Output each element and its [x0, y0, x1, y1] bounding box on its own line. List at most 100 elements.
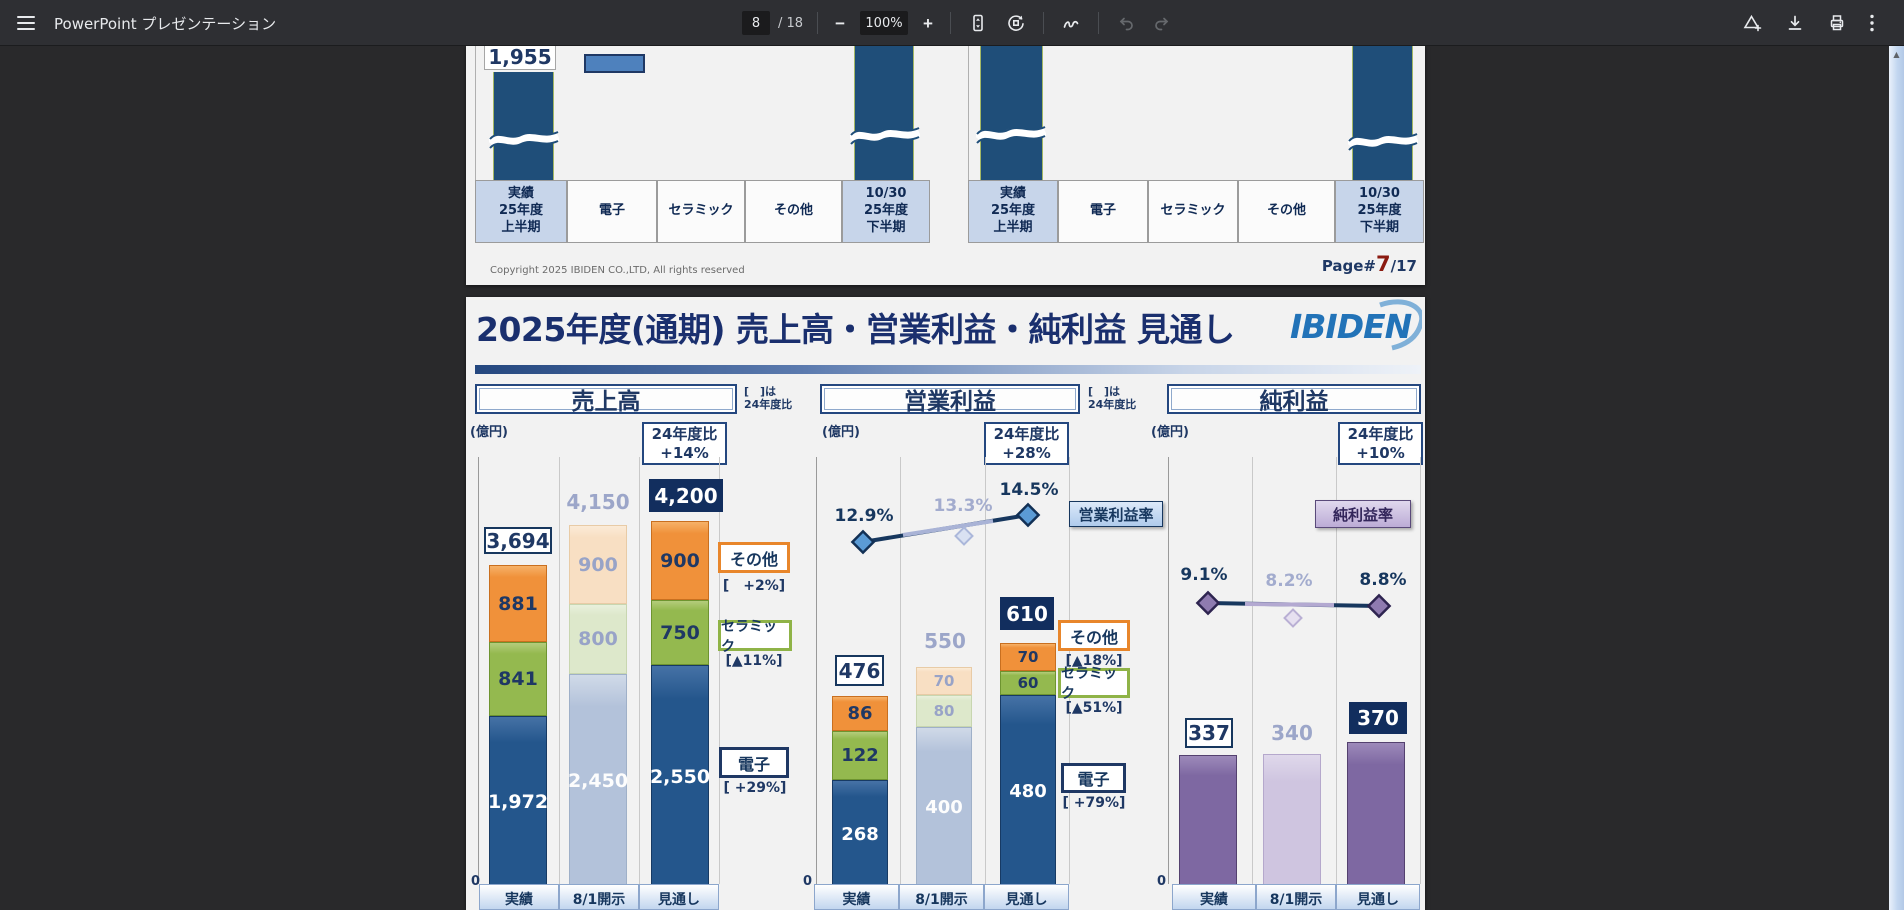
annotation-other: その他 — [718, 542, 790, 573]
annotation-ceramics-change: [▲51%] — [1065, 700, 1123, 716]
bar-segment-other: 900 — [569, 525, 627, 604]
bar-segment-ceramics: 800 — [569, 604, 627, 674]
y-axis-line — [816, 457, 817, 884]
bar-segment-electronics: 2,550 — [650, 665, 710, 888]
waterfall-value-label: 1,955 — [484, 46, 556, 70]
toolbar-divider — [1097, 12, 1099, 34]
waterfall-bar — [1352, 46, 1413, 180]
undo-icon — [1119, 17, 1133, 31]
bar-segment-other: 70 — [1000, 643, 1056, 671]
bar-total-label: 610 — [1000, 597, 1054, 630]
annotation-electronics-change: [ +29%] — [723, 780, 787, 796]
zoom-out-button[interactable]: − — [832, 12, 848, 35]
waterfall-bar — [854, 46, 914, 180]
category-cell: セラミック — [657, 180, 745, 243]
x-label-cell: 見通し — [639, 884, 719, 910]
op-rate-label: 13.3% — [933, 496, 993, 516]
page-number-input[interactable]: 8 — [742, 11, 770, 35]
page-footer-prefix: Page# — [1321, 257, 1377, 275]
y-axis-line — [1168, 457, 1169, 884]
undo-button[interactable] — [1113, 10, 1139, 36]
rotate-button[interactable] — [1003, 10, 1029, 36]
rotate-icon — [1008, 15, 1024, 31]
gridline — [985, 457, 986, 884]
bar-segment-other: 881 — [489, 565, 547, 642]
bar-segment-electronics: 400 — [916, 727, 972, 888]
yoy-box-net: 24年度比 +10% — [1338, 422, 1423, 465]
redo-button[interactable] — [1149, 10, 1175, 36]
x-label-cell: 見通し — [1336, 884, 1420, 910]
toolbar-divider — [817, 12, 819, 34]
annotation-other-change: [▲18%] — [1065, 653, 1123, 669]
annotation-ceramics-change: [▲11%] — [725, 653, 783, 669]
net-rate-legend: 純利益率 — [1315, 500, 1411, 528]
bar-total-label: 3,694 — [484, 527, 552, 554]
category-cell: セラミック — [1148, 180, 1238, 243]
bar-break-wave — [976, 126, 1046, 144]
pen-squiggle-icon — [1063, 20, 1079, 28]
ibiden-logo: IBIDEN — [1288, 298, 1425, 352]
print-button[interactable] — [1824, 10, 1850, 36]
category-cell: 10/30 25年度 下半期 — [1335, 180, 1424, 243]
category-cell: その他 — [1238, 180, 1335, 243]
bar-segment-ceramics: 80 — [916, 695, 972, 727]
note-vs-fy24: [ ]は 24年度比 — [744, 385, 793, 411]
bar-total-label: 4,150 — [566, 490, 630, 514]
hamburger-icon — [17, 16, 35, 30]
page-footer-suffix: /17 — [1390, 257, 1417, 275]
x-label-cell: 見通し — [984, 884, 1069, 910]
toolbar: PowerPoint プレゼンテーション 8 / 18 − 100% + — [0, 0, 1904, 46]
redo-icon — [1155, 17, 1169, 31]
waterfall-bar — [493, 72, 554, 180]
op-rate-label: 14.5% — [999, 480, 1059, 500]
annotation-ceramics: セラミック — [718, 619, 792, 655]
axis-zero: 0 — [1156, 874, 1166, 889]
section-header-op: 営業利益 — [820, 384, 1080, 415]
bar-break-wave — [1348, 133, 1418, 151]
download-button[interactable] — [1782, 10, 1808, 36]
page-total-label: / 18 — [778, 15, 804, 31]
title-divider — [475, 365, 1421, 374]
gridline — [1252, 457, 1253, 884]
unit-label: (億円) — [470, 425, 508, 440]
axis-zero: 0 — [470, 874, 480, 889]
bar-break-wave — [489, 131, 559, 149]
toolbar-divider — [949, 12, 951, 34]
menu-button[interactable] — [14, 13, 38, 33]
gridline — [639, 457, 640, 884]
fit-page-button[interactable] — [965, 10, 991, 36]
add-to-drive-button[interactable] — [1739, 10, 1766, 36]
waterfall-increment-bar — [584, 54, 645, 73]
scrollbar[interactable]: ▲ — [1889, 46, 1904, 910]
bar-total-label: 476 — [835, 655, 884, 686]
waterfall-bar — [980, 46, 1043, 180]
toolbar-left: PowerPoint プレゼンテーション — [14, 0, 276, 46]
zoom-level-input[interactable]: 100% — [860, 11, 908, 35]
net-rate-label: 9.1% — [1180, 565, 1228, 585]
category-cell: 実績 25年度 上半期 — [968, 180, 1058, 243]
bar-net — [1263, 754, 1321, 888]
note-vs-fy24: [ ]は 24年度比 — [1088, 385, 1137, 411]
ibiden-logo-text: IBIDEN — [1290, 307, 1412, 346]
gridline — [719, 457, 720, 884]
kebab-menu-icon — [1870, 14, 1874, 32]
document-canvas[interactable]: 1,955 — [0, 46, 1889, 910]
x-label-cell: 8/1開示 — [1256, 884, 1336, 910]
yoy-box-op: 24年度比 +28% — [984, 422, 1069, 465]
x-label-cell: 実績 — [479, 884, 559, 910]
scrollbar-up-button[interactable]: ▲ — [1893, 50, 1900, 59]
category-cell: 電子 — [1058, 180, 1148, 243]
bar-segment-ceramics: 122 — [832, 731, 888, 780]
more-options-button[interactable] — [1866, 10, 1878, 36]
print-icon — [1830, 15, 1844, 31]
x-label-cell: 実績 — [814, 884, 899, 910]
annotate-button[interactable] — [1058, 10, 1084, 36]
bar-net — [1347, 742, 1405, 888]
section-header-net: 純利益 — [1167, 384, 1421, 415]
bar-segment-ceramics: 60 — [1000, 671, 1056, 695]
x-label-cell: 8/1開示 — [899, 884, 984, 910]
net-rate-line-series — [1195, 590, 1392, 628]
zoom-in-button[interactable]: + — [920, 12, 936, 35]
bar-segment-electronics: 2,450 — [568, 674, 628, 888]
